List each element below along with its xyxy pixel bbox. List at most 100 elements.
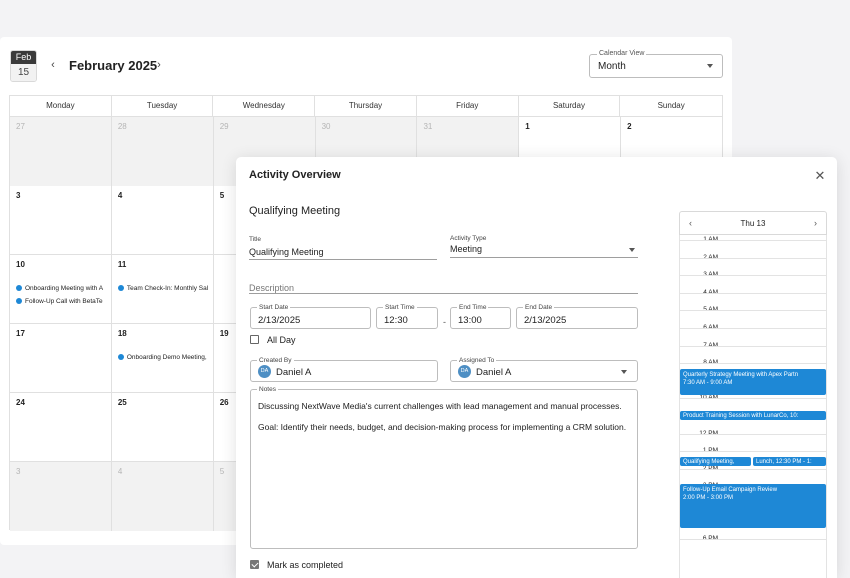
calendar-event[interactable]: Onboarding Demo Meeting, <box>117 354 210 361</box>
day-cell[interactable]: 24 <box>10 393 112 462</box>
day-cell[interactable]: 27 <box>10 117 112 186</box>
day-cell[interactable]: 4 <box>112 186 214 255</box>
assigned-to-select[interactable]: Assigned To DA Daniel A <box>450 357 638 382</box>
weekday-header: Monday Tuesday Wednesday Thursday Friday Satu… <box>9 95 723 116</box>
avatar: DA <box>258 365 271 378</box>
day-cell[interactable]: 10 Onboarding Meeting with A Follow-Up Cal… <box>10 255 112 324</box>
schedule-event[interactable]: Qualifying Meeting, <box>680 457 751 466</box>
hour-label: 2 PM <box>702 464 718 472</box>
activity-type-select[interactable]: Activity Type Meeting <box>450 235 638 258</box>
all-day-checkbox[interactable] <box>250 335 259 344</box>
notes-textarea[interactable]: Notes Discussing NextWave Media's curren… <box>250 386 638 549</box>
assigned-to-value: Daniel A <box>476 367 512 378</box>
day-number: 3 <box>16 467 21 476</box>
calendar-view-select[interactable]: Calendar View Month <box>589 50 723 78</box>
schedule-event[interactable]: Lunch, 12:30 PM - 1: <box>753 457 826 466</box>
hour-gridline <box>679 292 827 294</box>
day-cell[interactable]: 17 <box>10 324 112 393</box>
day-cell[interactable]: 3 <box>10 186 112 255</box>
start-time-field[interactable]: Start Time 12:30 <box>376 304 438 329</box>
hour-gridline <box>679 398 827 400</box>
end-date-field[interactable]: End Date 2/13/2025 <box>516 304 638 329</box>
start-date-label: Start Date <box>257 304 291 311</box>
day-cell[interactable]: 1 <box>519 117 622 186</box>
day-cell[interactable]: 25 <box>112 393 214 462</box>
day-number: 26 <box>219 398 229 407</box>
hour-gridline <box>679 451 827 453</box>
calendar-event[interactable]: Onboarding Meeting with A <box>16 285 108 292</box>
weekday-label: Monday <box>10 96 112 116</box>
event-label: Onboarding Demo Meeting, <box>126 354 207 361</box>
activity-type-value: Meeting <box>450 244 483 254</box>
next-month-icon[interactable]: › <box>157 59 161 71</box>
next-day-icon[interactable]: › <box>814 218 817 228</box>
day-cell[interactable]: 18 Onboarding Demo Meeting, <box>112 324 214 393</box>
created-by-field[interactable]: Created By DA Daniel A <box>250 357 438 382</box>
schedule-header: ‹ Thu 13 › <box>679 211 827 235</box>
day-number: 2 <box>627 122 632 131</box>
notes-content: Discussing NextWave Media's current chal… <box>258 401 628 443</box>
hour-gridline <box>679 257 827 259</box>
hour-gridline <box>679 433 827 435</box>
title-field[interactable]: Title Qualifying Meeting <box>249 236 437 260</box>
badge-month: Feb <box>11 51 36 64</box>
day-cell[interactable]: 28 <box>111 117 214 186</box>
today-badge[interactable]: Feb 15 <box>10 50 37 82</box>
calendar-event[interactable]: Team Check-In: Monthly Sal <box>117 285 210 292</box>
week-row: 27 28 29 30 31 1 2 <box>9 116 724 186</box>
day-number: 17 <box>16 329 25 338</box>
day-cell[interactable]: 3 <box>10 462 112 531</box>
weekday-label: Saturday <box>519 96 621 116</box>
dialog-title: Activity Overview <box>249 169 341 181</box>
day-number: 3 <box>16 191 21 200</box>
hour-gridline <box>679 468 827 470</box>
calendar-view-label: Calendar View <box>597 50 647 57</box>
day-number: 11 <box>117 260 127 269</box>
close-icon[interactable]: ✕ <box>814 168 826 183</box>
start-time-label: Start Time <box>383 304 417 311</box>
day-number: 10 <box>16 260 25 269</box>
day-number: 4 <box>117 191 123 200</box>
schedule-event[interactable]: Follow-Up Email Campaign Review 2:00 PM … <box>680 484 826 528</box>
day-cell[interactable]: 11 Team Check-In: Monthly Sal <box>112 255 214 324</box>
end-time-field[interactable]: End Time 13:00 <box>450 304 511 329</box>
event-label: Team Check-In: Monthly Sal <box>126 285 209 292</box>
chevron-down-icon <box>707 64 713 68</box>
event-title: Follow-Up Email Campaign Review <box>683 487 778 493</box>
calendar-event[interactable]: Follow-Up Call with BetaTe <box>16 298 108 305</box>
event-title: Qualifying Meeting, <box>683 458 735 465</box>
prev-day-icon[interactable]: ‹ <box>689 218 692 228</box>
hour-gridline <box>679 310 827 312</box>
start-date-field[interactable]: Start Date 2/13/2025 <box>250 304 371 329</box>
chevron-down-icon <box>629 248 635 252</box>
day-number: 18 <box>117 329 127 338</box>
description-field[interactable]: Description <box>249 277 638 294</box>
hour-label: 7 AM <box>703 341 718 349</box>
hour-gridline <box>679 240 827 241</box>
title-field-value: Qualifying Meeting <box>249 247 324 257</box>
avatar: DA <box>458 365 471 378</box>
weekday-label: Friday <box>417 96 519 116</box>
hour-label: 12 PM <box>699 429 718 437</box>
schedule-event[interactable]: Quarterly Strategy Meeting with Apex Par… <box>680 369 826 395</box>
event-dot-icon <box>117 354 124 360</box>
day-cell[interactable]: 2 <box>621 117 724 186</box>
weekday-label: Thursday <box>315 96 417 116</box>
end-date-label: End Date <box>523 304 555 311</box>
day-number: 19 <box>219 329 229 338</box>
badge-day: 15 <box>11 64 36 81</box>
hour-gridline <box>679 275 827 277</box>
weekday-label: Sunday <box>657 101 685 110</box>
day-number: 29 <box>219 122 229 131</box>
hour-gridline <box>679 539 827 541</box>
hour-label: 6 PM <box>702 535 718 543</box>
time-separator: - <box>443 317 446 327</box>
day-cell[interactable]: 4 <box>111 462 214 531</box>
prev-month-icon[interactable]: ‹ <box>51 59 55 71</box>
event-time: 7:30 AM - 9:00 AM <box>683 380 733 386</box>
mark-completed-checkbox[interactable] <box>250 560 259 569</box>
hour-label: 6 AM <box>703 324 718 331</box>
schedule-event[interactable]: Product Training Session with LunarCo, 1… <box>680 411 826 420</box>
start-date-value: 2/13/2025 <box>258 315 301 326</box>
